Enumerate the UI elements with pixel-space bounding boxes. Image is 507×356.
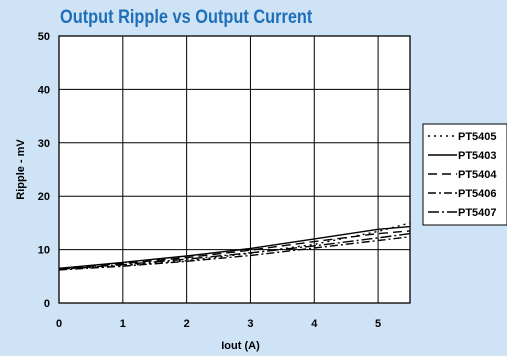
y-tick-label: 10 xyxy=(38,245,50,257)
x-tick-label: 3 xyxy=(247,318,253,330)
legend-label: PT5407 xyxy=(458,207,497,219)
series-line xyxy=(58,225,411,269)
y-tick-label: 20 xyxy=(38,191,50,203)
series-line xyxy=(58,236,411,271)
plot-area xyxy=(58,35,411,304)
x-axis-label: Iout (A) xyxy=(221,340,260,352)
series-line xyxy=(58,232,411,271)
y-tick-label: 30 xyxy=(38,138,50,150)
y-axis-label: Ripple - mV xyxy=(15,139,27,200)
legend-label: PT5403 xyxy=(458,150,497,162)
y-tick-label: 50 xyxy=(38,31,50,43)
x-tick-label: 2 xyxy=(184,318,190,330)
chart-title: Output Ripple vs Output Current xyxy=(60,7,313,28)
x-tick-label: 0 xyxy=(56,318,62,330)
legend-box xyxy=(422,123,507,226)
y-tick-label: 0 xyxy=(44,298,50,310)
legend-label: PT5406 xyxy=(458,188,497,200)
legend-label: PT5404 xyxy=(458,169,497,181)
legend-label: PT5405 xyxy=(458,131,497,143)
x-tick-label: 1 xyxy=(120,318,126,330)
series-line xyxy=(58,230,411,270)
x-tick-label: 4 xyxy=(311,318,318,330)
y-tick-label: 40 xyxy=(38,84,50,96)
x-tick-label: 5 xyxy=(375,318,381,330)
